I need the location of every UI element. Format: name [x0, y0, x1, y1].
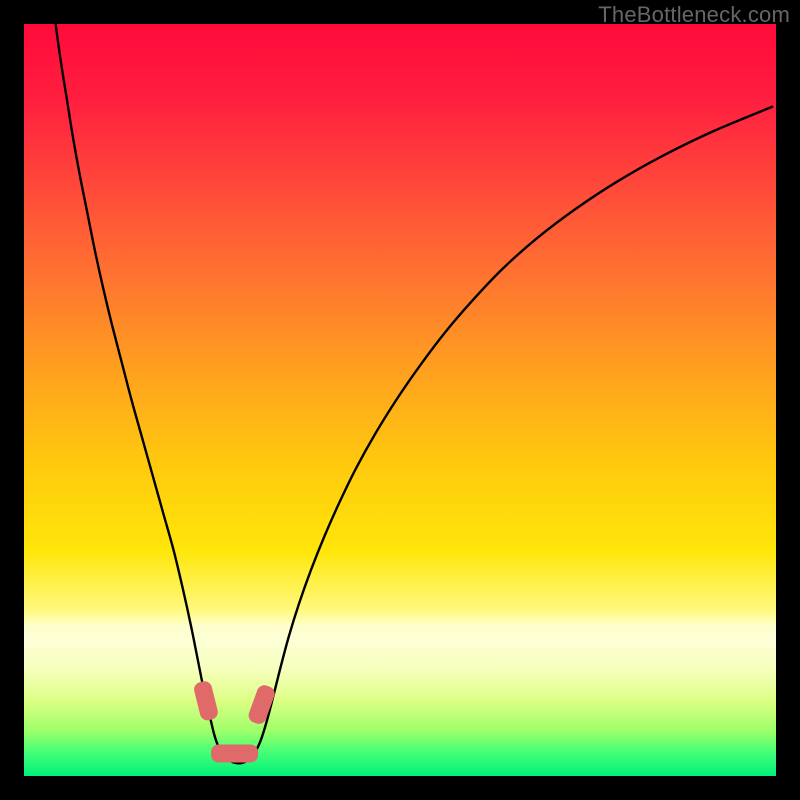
marker-2	[212, 745, 258, 762]
chart-frame: TheBottleneck.com	[0, 0, 800, 800]
watermark-text: TheBottleneck.com	[598, 2, 790, 28]
plot-background	[24, 24, 776, 776]
bottleneck-chart	[0, 0, 800, 800]
